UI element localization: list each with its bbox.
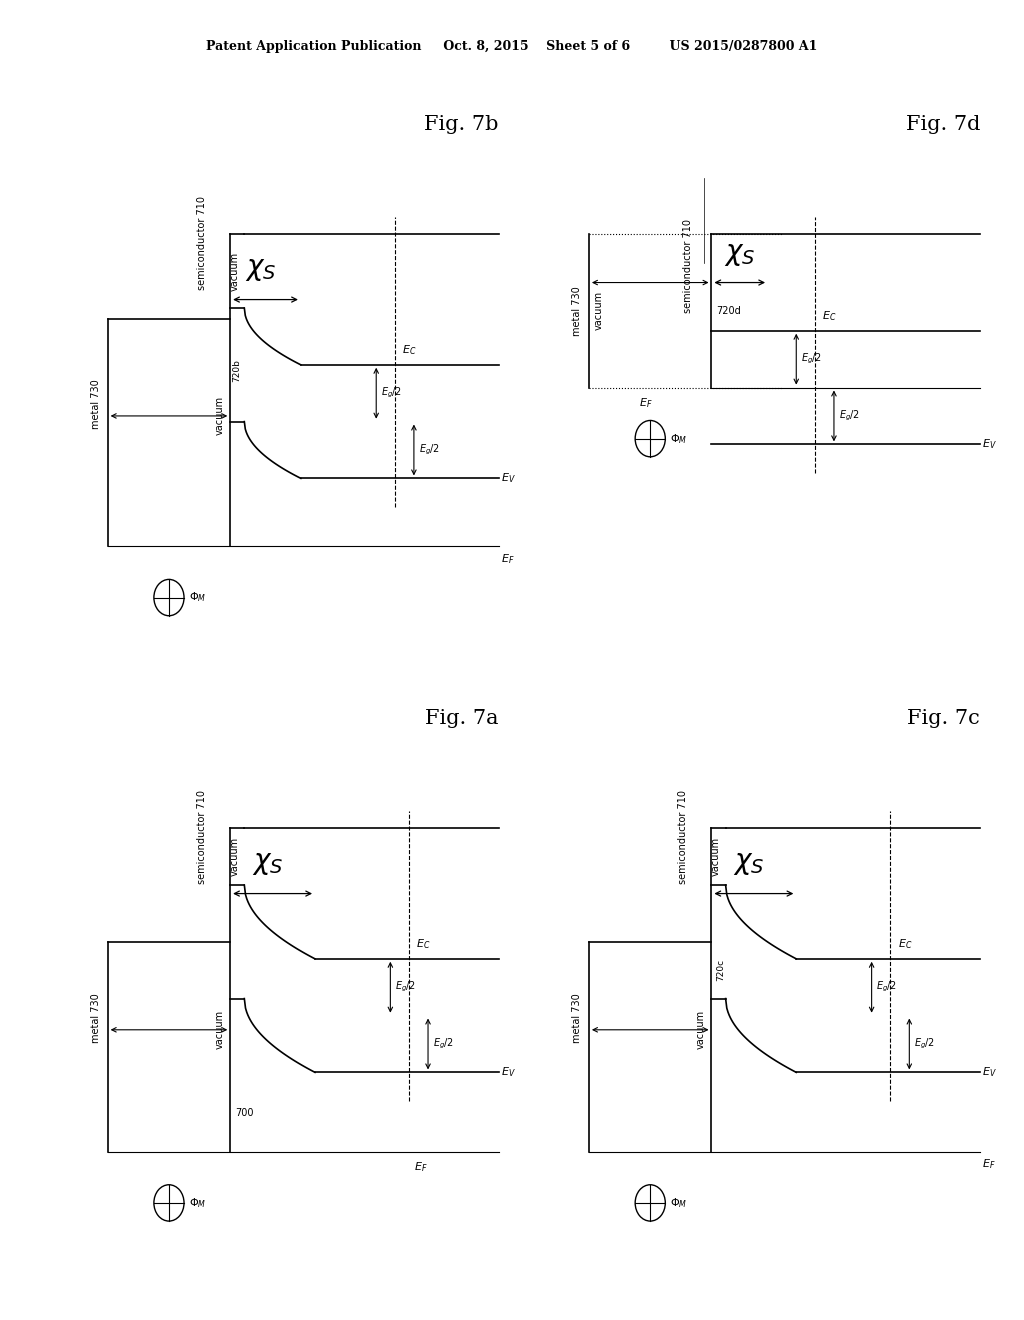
Text: $\Phi_M$: $\Phi_M$ — [670, 1196, 687, 1210]
Text: Fig. 7c: Fig. 7c — [907, 709, 980, 729]
Text: semiconductor 710: semiconductor 710 — [678, 789, 688, 884]
Text: $E_C$: $E_C$ — [402, 343, 417, 358]
Text: metal 730: metal 730 — [91, 994, 100, 1043]
Text: $E_g/2$: $E_g/2$ — [877, 979, 897, 994]
Text: $E_g/2$: $E_g/2$ — [839, 409, 859, 424]
Text: Fig. 7d: Fig. 7d — [905, 115, 980, 135]
Text: $E_C$: $E_C$ — [897, 937, 912, 952]
Text: vacuum: vacuum — [215, 1010, 224, 1049]
Text: $E_V$: $E_V$ — [501, 1065, 516, 1080]
Text: $E_g/2$: $E_g/2$ — [419, 442, 439, 457]
Text: metal 730: metal 730 — [572, 994, 582, 1043]
Text: $E_V$: $E_V$ — [982, 437, 997, 451]
Text: $\Phi_M$: $\Phi_M$ — [188, 590, 206, 605]
Text: semiconductor 710: semiconductor 710 — [683, 219, 692, 313]
Text: $E_g/2$: $E_g/2$ — [914, 1036, 935, 1051]
Text: $\chi_S$: $\chi_S$ — [245, 255, 276, 282]
Text: $\Phi_M$: $\Phi_M$ — [188, 1196, 206, 1210]
Text: $E_g/2$: $E_g/2$ — [801, 352, 822, 367]
Text: metal 730: metal 730 — [572, 286, 582, 335]
Text: vacuum: vacuum — [711, 837, 721, 876]
Text: 720c: 720c — [716, 960, 725, 981]
Text: $\chi_S$: $\chi_S$ — [252, 849, 284, 876]
Text: 700: 700 — [234, 1107, 253, 1118]
Text: $E_C$: $E_C$ — [822, 309, 837, 323]
Text: Fig. 7a: Fig. 7a — [425, 709, 499, 729]
Text: $\Phi_M$: $\Phi_M$ — [670, 432, 687, 446]
Text: $E_F$: $E_F$ — [414, 1160, 427, 1175]
Text: 720d: 720d — [716, 306, 741, 315]
Text: $E_g/2$: $E_g/2$ — [395, 979, 416, 994]
Text: 720b: 720b — [232, 359, 242, 381]
Text: semiconductor 710: semiconductor 710 — [197, 195, 207, 290]
Text: vacuum: vacuum — [594, 292, 604, 330]
Text: vacuum: vacuum — [229, 252, 240, 290]
Text: vacuum: vacuum — [229, 837, 240, 876]
Text: Patent Application Publication     Oct. 8, 2015    Sheet 5 of 6         US 2015/: Patent Application Publication Oct. 8, 2… — [206, 40, 818, 53]
Text: $\chi_S$: $\chi_S$ — [724, 240, 756, 268]
Text: vacuum: vacuum — [215, 396, 224, 436]
Text: $E_g/2$: $E_g/2$ — [433, 1036, 454, 1051]
Text: $E_V$: $E_V$ — [501, 471, 516, 486]
Text: $E_g/2$: $E_g/2$ — [381, 385, 401, 400]
Text: Fig. 7b: Fig. 7b — [424, 115, 499, 135]
Text: $E_F$: $E_F$ — [501, 552, 515, 566]
Text: $E_V$: $E_V$ — [982, 1065, 997, 1080]
Text: $E_F$: $E_F$ — [982, 1158, 996, 1171]
Text: $E_F$: $E_F$ — [639, 396, 652, 411]
Text: vacuum: vacuum — [696, 1010, 706, 1049]
Text: semiconductor 710: semiconductor 710 — [197, 789, 207, 884]
Text: metal 730: metal 730 — [91, 380, 100, 429]
Text: $E_C$: $E_C$ — [416, 937, 431, 952]
Text: $\chi_S$: $\chi_S$ — [733, 849, 765, 876]
